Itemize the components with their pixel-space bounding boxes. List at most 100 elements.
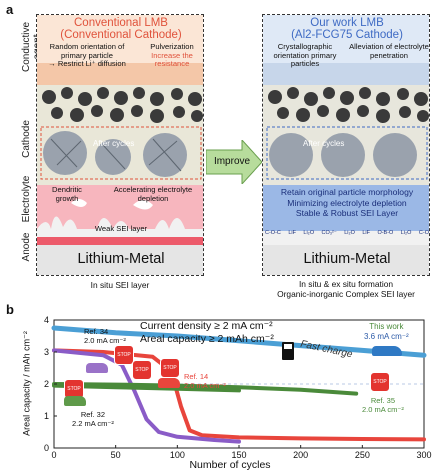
random-orientation-note: Random orientation of primary particle →…	[39, 42, 135, 69]
chart-annotation: Current density ≥ 2 mA cm⁻² Areal capaci…	[140, 320, 274, 346]
blue-car-icon	[372, 346, 402, 356]
right-caption: In situ & ex situ formation Organic-inor…	[262, 279, 430, 299]
our-work-title: Our work LMB (Al2-FCG75 Cathode)	[263, 17, 429, 41]
ref-35-name: Ref. 35	[370, 396, 396, 405]
conventional-illustration	[37, 15, 203, 275]
left-caption: In situ SEI layer	[90, 280, 150, 290]
sei-label: O-B-O	[377, 230, 394, 236]
conventional-title: Conventional LMB (Conventional Cathode)	[37, 17, 203, 41]
sei-label: Li₂O	[303, 230, 315, 236]
series-line-ref-34	[52, 348, 241, 444]
stop-sign-icon: STOP	[370, 372, 390, 392]
minimizing-depletion-text: Minimizing electrolyte depletion	[287, 197, 407, 208]
ref-14-label: Ref. 14 2.0 mA cm⁻²	[184, 372, 226, 390]
ref-34-name: Ref. 34	[84, 327, 109, 336]
ref-14-name: Ref. 14	[184, 372, 209, 381]
current-density-text: Current density ≥ 2 mA cm⁻²	[140, 320, 273, 332]
x-tick-label: 50	[111, 450, 121, 460]
pulverization-text: Pulverization	[150, 42, 194, 51]
series-line-ref-35	[52, 382, 359, 396]
areal-capacity-text: Areal capacity ≥ 2 mAh cm⁻²	[140, 333, 274, 345]
ref-35-label: Ref. 35 2.0 mA cm⁻²	[362, 396, 404, 414]
y-tick-label: 1	[44, 411, 49, 421]
green-car-icon	[64, 396, 86, 406]
red-car-icon	[158, 378, 180, 388]
dendritic-growth-label: Dendritic growth	[52, 185, 82, 203]
retain-morphology-text: Retain original particle morphology	[280, 187, 414, 197]
conventional-title-line1: Conventional LMB	[74, 17, 168, 29]
random-orientation-text: Random orientation of primary particle	[49, 42, 125, 60]
x-tick-label: 100	[170, 450, 185, 460]
series-line-ref-14	[52, 348, 426, 442]
fuel-pump-icon	[282, 342, 294, 360]
stable-sei-text: Stable & Robust SEI Layer	[295, 208, 399, 218]
alleviation-note: Alleviation of electrolyte penetration	[349, 42, 429, 60]
x-tick-label: 0	[51, 450, 56, 460]
y-tick-label: 0	[44, 443, 49, 453]
y-tick-label: 4	[44, 315, 49, 325]
ref-32-density: 2.2 mA cm⁻²	[72, 419, 114, 428]
ref-14-density: 2.0 mA cm⁻²	[184, 381, 226, 390]
sei-label-row: C-O-C LiF Li₂O CO₃²⁻ Li₂O LiF O-B-O Li₂O…	[265, 230, 429, 236]
crystallographic-note: Crystallographic orientation primary par…	[273, 42, 337, 69]
side-label-cathode: Cathode	[21, 120, 32, 158]
chart-ylabel: Areal capacity / mAh cm⁻²	[21, 331, 32, 436]
sei-label: C-O	[418, 230, 429, 236]
stop-sign-icon: STOP	[132, 360, 152, 380]
right-lithium-metal-label: Lithium-Metal	[303, 251, 391, 267]
right-caption-line2: Organic-inorganic Complex SEI layer	[277, 289, 415, 299]
side-label-anode: Anode	[21, 232, 32, 262]
restrict-li-diffusion-text: → Restrict Li⁺ diffusion	[48, 59, 126, 69]
stop-sign-text: STOP	[135, 367, 149, 373]
stop-sign-icon: STOP	[160, 358, 180, 378]
x-tick-label: 250	[355, 450, 370, 460]
our-work-lmb-box: Our work LMB (Al2-FCG75 Cathode) Crystal…	[262, 14, 430, 276]
our-work-title-line1: Our work LMB	[310, 17, 384, 29]
panel-a-letter: a	[6, 2, 14, 17]
improve-arrow	[206, 140, 262, 184]
series-line-ref-32	[52, 383, 241, 393]
our-work-illustration	[263, 15, 429, 275]
y-tick-label: 3	[44, 347, 49, 357]
accelerating-depletion-label: Accelerating electrolyte depletion	[113, 185, 193, 203]
our-work-electrolyte-notes: Retain original particle morphology Mini…	[263, 187, 429, 219]
x-tick-label: 200	[293, 450, 308, 460]
stop-sign-text: STOP	[163, 365, 177, 371]
purple-car-icon	[86, 363, 108, 373]
x-tick-label: 300	[416, 450, 431, 460]
ref-32-label: Ref. 32 2.2 mA cm⁻²	[72, 410, 114, 428]
chart-xlabel: Number of cycles	[189, 459, 271, 471]
stop-sign-text: STOP	[67, 386, 81, 392]
x-tick-label: 150	[231, 450, 246, 460]
ref-35-density: 2.0 mA cm⁻²	[362, 405, 404, 414]
sei-label: Li₂O	[400, 230, 412, 236]
left-lithium-metal-label: Lithium-Metal	[77, 251, 165, 267]
right-caption-line1: In situ & ex situ formation	[298, 279, 394, 289]
this-work-density: 3.6 mA cm⁻²	[364, 331, 409, 341]
sei-label: Li₂O	[344, 230, 355, 236]
ref-34-density: 2.0 mA cm⁻²	[84, 336, 126, 345]
conventional-title-line2: (Conventional Cathode)	[60, 29, 182, 41]
ref-32-name: Ref. 32	[80, 410, 106, 419]
sei-label: CO₃²⁻	[321, 230, 337, 236]
conventional-lmb-box: Conventional LMB (Conventional Cathode) …	[36, 14, 204, 276]
ref-34-label: Ref. 34 2.0 mA cm⁻²	[84, 327, 126, 345]
left-after-cycles-label: After cycles	[93, 139, 135, 148]
stop-sign-text: STOP	[117, 352, 131, 358]
capacity-chart: 0 50 100 150 200 250 300 0 1 2 3 4	[44, 315, 432, 460]
panel-b-letter: b	[6, 302, 14, 317]
chart-series-lines	[51, 325, 427, 444]
sei-label: LiF	[362, 230, 370, 236]
sei-label: LiF	[288, 230, 296, 236]
increase-resistance-text: Increase the resistance	[151, 50, 193, 69]
side-label-conductive-agent: Conductive agent	[21, 21, 43, 73]
this-work-name: This work	[369, 322, 404, 331]
pulverization-note: Pulverization Increase the resistance	[141, 42, 203, 69]
weak-sei-label: Weak SEI layer	[94, 224, 148, 233]
series-line-this-work	[51, 325, 427, 358]
y-tick-label: 2	[44, 379, 49, 389]
this-work-label: This work 3.6 mA cm⁻²	[364, 322, 409, 341]
chart-ticks: 0 50 100 150 200 250 300 0 1 2 3 4	[44, 315, 432, 460]
improve-label: Improve	[213, 156, 251, 167]
our-work-title-line2: (Al2-FCG75 Cathode)	[291, 29, 403, 41]
